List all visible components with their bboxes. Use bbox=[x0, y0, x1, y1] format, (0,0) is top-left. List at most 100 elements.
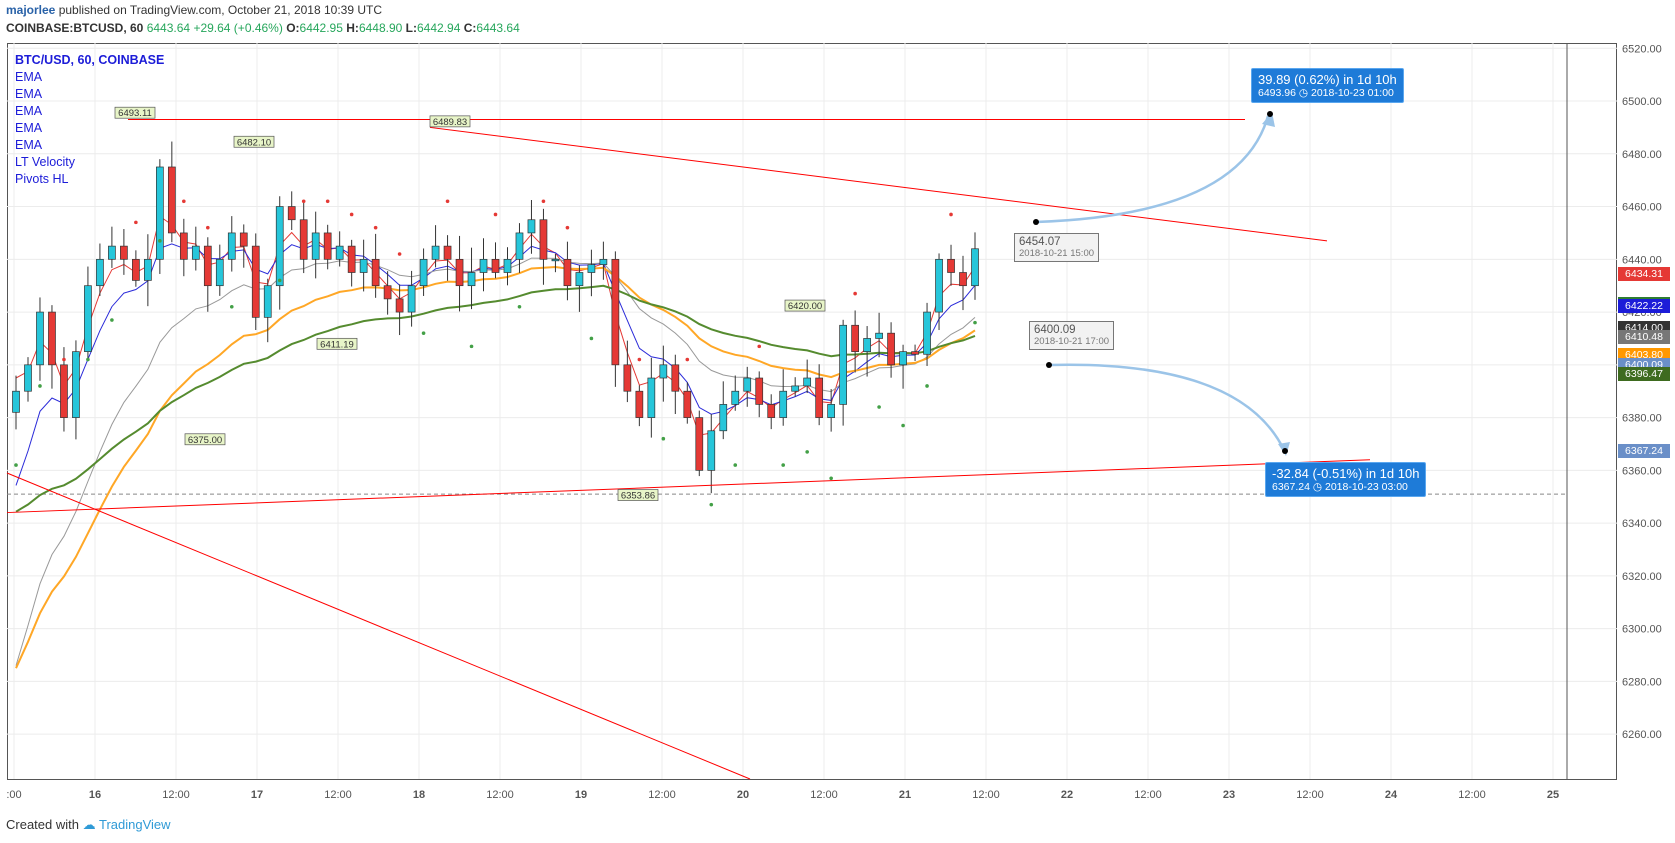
footer-brand[interactable]: TradingView bbox=[99, 817, 171, 832]
candle-up bbox=[551, 258, 560, 262]
velocity-dot-down bbox=[301, 199, 306, 204]
candle-down bbox=[251, 245, 260, 318]
candle-up bbox=[191, 245, 200, 260]
candle-up bbox=[227, 232, 236, 260]
high-label: H: bbox=[346, 21, 359, 35]
projection-down-start-dot bbox=[1046, 362, 1052, 368]
y-tick-label: 6480.00 bbox=[1622, 149, 1662, 161]
support-line-ascending bbox=[6, 459, 1371, 514]
x-tick-label: 12:00 bbox=[810, 789, 838, 801]
velocity-dot-up bbox=[901, 423, 905, 428]
pivot-labels: 6493.11 6482.10 6489.83 6420.00 6411.19 6375.… bbox=[114, 106, 826, 502]
note-box-1[interactable]: 6454.07 2018-10-21 15:00 bbox=[1014, 233, 1100, 262]
legend-title[interactable]: BTC/USD, 60, COINBASE bbox=[15, 53, 165, 67]
velocity-dot-down bbox=[397, 252, 402, 256]
x-tick-label: 12:00 bbox=[1296, 789, 1324, 801]
pivot-label-box bbox=[617, 489, 659, 501]
candle-down bbox=[395, 298, 404, 313]
candle-down bbox=[287, 206, 296, 221]
close-label: C: bbox=[463, 21, 477, 35]
x-tick-label: 12:00 bbox=[972, 789, 1000, 801]
velocity-dot-up bbox=[733, 463, 738, 467]
legend-ema-3[interactable]: EMA bbox=[15, 104, 43, 118]
price-tag: 6367.24 bbox=[1618, 444, 1670, 459]
chart-frame[interactable] bbox=[7, 43, 1617, 780]
projection-down-arrow bbox=[1048, 363, 1286, 451]
resistance-line-descending bbox=[429, 126, 1328, 242]
projection-up-price: 6493.96 bbox=[1258, 87, 1296, 99]
velocity-dot-up bbox=[38, 384, 42, 388]
candle-up bbox=[36, 311, 44, 366]
candle-down bbox=[683, 390, 692, 418]
velocity-dot-up bbox=[589, 336, 594, 341]
candle-up bbox=[743, 377, 752, 392]
x-tick-label: 12:00 bbox=[324, 789, 352, 801]
candle-up bbox=[971, 248, 979, 287]
velocity-dot-up bbox=[158, 239, 162, 243]
legend-ema-4[interactable]: EMA bbox=[15, 121, 43, 135]
pivot-label-box bbox=[784, 299, 826, 312]
velocity-dot-down bbox=[325, 199, 330, 204]
velocity-dot-up bbox=[277, 278, 282, 283]
candle-up bbox=[431, 245, 440, 260]
note-1-date: 2018-10-21 15:00 bbox=[1019, 248, 1095, 259]
candle-up bbox=[419, 258, 428, 287]
candle-down bbox=[179, 232, 188, 260]
y-axis: 6260.00 6280.00 6300.00 6320.00 6340.00 6360.… bbox=[1622, 43, 1662, 741]
velocity-dot-up bbox=[973, 320, 977, 325]
projection-down-end-dot bbox=[1282, 448, 1288, 454]
candle-down bbox=[383, 285, 392, 300]
change-text: +29.64 (+0.46%) bbox=[193, 21, 283, 35]
projection-up-end-dot bbox=[1267, 111, 1273, 117]
y-tick-label: 6280.00 bbox=[1622, 676, 1662, 688]
legend-ema-5[interactable]: EMA bbox=[15, 138, 43, 152]
pivot-label-text: 6420.00 bbox=[788, 301, 822, 312]
candle-up bbox=[108, 245, 116, 260]
publish-info: majorlee published on TradingView.com, O… bbox=[6, 3, 382, 17]
open-label: O: bbox=[286, 21, 300, 35]
candle-up bbox=[12, 390, 20, 413]
velocity-dot-down bbox=[253, 257, 258, 262]
x-tick-label: 17 bbox=[251, 789, 263, 801]
legend-lt-velocity[interactable]: LT Velocity bbox=[15, 155, 75, 169]
y-tick-label: 6500.00 bbox=[1622, 96, 1662, 108]
candle-up bbox=[863, 338, 871, 352]
velocity-dots bbox=[14, 199, 977, 507]
price-tag: 6434.31 bbox=[1618, 267, 1670, 282]
x-tick-label: 12:00 bbox=[648, 789, 676, 801]
projection-up-arrow bbox=[1035, 115, 1270, 224]
projection-up-title: 39.89 (0.62%) in 1d 10h bbox=[1258, 72, 1397, 87]
velocity-dot-up bbox=[86, 357, 90, 362]
clock-icon: ◷ bbox=[1312, 481, 1323, 493]
candle-up bbox=[407, 285, 416, 313]
candle-down bbox=[371, 258, 380, 287]
y-tick-label: 6340.00 bbox=[1622, 518, 1662, 530]
candle-up bbox=[359, 258, 368, 273]
pivot-label-text: 6493.11 bbox=[118, 108, 152, 119]
author-name[interactable]: majorlee bbox=[6, 3, 56, 17]
velocity-dot-up bbox=[877, 405, 881, 409]
candle-up bbox=[467, 272, 476, 287]
velocity-dot-down bbox=[373, 225, 378, 230]
candle-down bbox=[851, 324, 859, 352]
y-tick-label: 6260.00 bbox=[1622, 729, 1662, 741]
candle-down bbox=[767, 404, 776, 418]
y-tick-label: 6460.00 bbox=[1622, 202, 1662, 214]
legend-ema-1[interactable]: EMA bbox=[15, 70, 43, 84]
candle-down bbox=[347, 245, 356, 273]
x-tick-label: 19 bbox=[575, 789, 587, 801]
pivot-label-box bbox=[429, 115, 471, 128]
note-1-price: 6454.07 bbox=[1019, 236, 1061, 248]
projection-up-box[interactable]: 39.89 (0.62%) in 1d 10h 6493.96 ◷ 2018-1… bbox=[1251, 68, 1404, 103]
legend-ema-2[interactable]: EMA bbox=[15, 87, 43, 101]
velocity-dot-down bbox=[637, 357, 642, 362]
velocity-dot-up bbox=[829, 476, 833, 481]
candle-down bbox=[60, 364, 68, 418]
candle-down bbox=[203, 245, 212, 287]
note-box-2[interactable]: 6400.09 2018-10-21 17:00 bbox=[1029, 321, 1115, 350]
open-value: 6442.95 bbox=[299, 21, 343, 35]
projection-down-box[interactable]: -32.84 (-0.51%) in 1d 10h 6367.24 ◷ 2018… bbox=[1265, 462, 1427, 497]
projection-up-detail: 6493.96 ◷ 2018-10-23 01:00 bbox=[1258, 87, 1397, 99]
legend-pivots-hl[interactable]: Pivots HL bbox=[15, 172, 69, 186]
